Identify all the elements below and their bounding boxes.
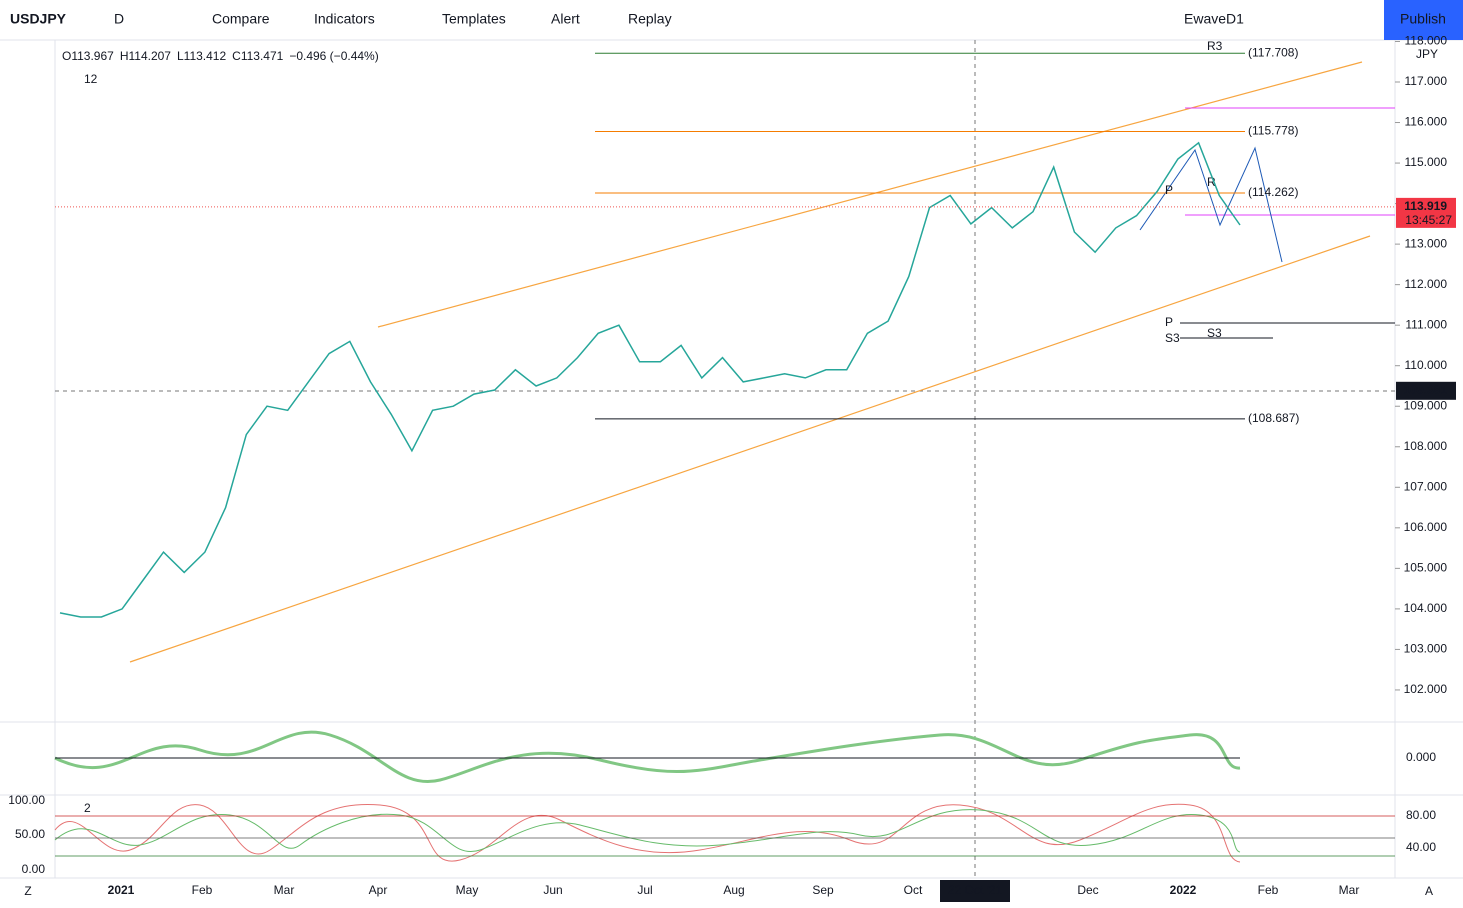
y-tick-label: 111.000 (1405, 317, 1447, 331)
toolbar-item[interactable]: Templates (442, 11, 506, 27)
toolbar-item[interactable]: Alert (551, 11, 580, 27)
symbol[interactable]: USDJPY (10, 11, 67, 27)
publish[interactable]: Publish (1400, 11, 1446, 27)
ohlc-value: O113.967 (62, 49, 114, 63)
y-tick-label: 102.000 (1404, 682, 1448, 696)
y-tick-label: 109.000 (1404, 398, 1448, 412)
time-label: Apr (369, 883, 388, 897)
level-label: (114.262) (1248, 185, 1298, 199)
interval-badge: 12 (84, 72, 98, 86)
time-label: Dec (1077, 883, 1098, 897)
time-label: Aug (723, 883, 744, 897)
price-line (59, 141, 1241, 618)
pivot-label: P (1165, 183, 1173, 197)
y-tick-label: 106.000 (1404, 520, 1448, 534)
time-label: Oct (904, 883, 923, 897)
time-label: Jul (637, 883, 652, 897)
crosshair-box (1396, 381, 1456, 400)
ohlc-value: L113.412 (177, 49, 226, 63)
y-tick-label: 104.000 (1404, 601, 1448, 615)
last-price: 113.919 (1404, 199, 1447, 213)
channel-upper (377, 61, 1363, 328)
time-label: Feb (192, 883, 213, 897)
toolbar-item[interactable]: Compare (212, 11, 270, 27)
ohlc-value: C113.471 (232, 49, 283, 63)
y-tick-label: 117.000 (1405, 74, 1448, 88)
publish-button[interactable] (1384, 0, 1463, 40)
y-tick-label: 108.000 (1404, 439, 1448, 453)
time-label: Mar (274, 883, 295, 897)
indicator-tick: 80.00 (1406, 808, 1436, 822)
last-price-box (1396, 197, 1456, 228)
time-label: Mar (1339, 883, 1360, 897)
pivot-label: P (1165, 315, 1173, 329)
interval[interactable]: D (114, 11, 124, 27)
y-tick-label: 107.000 (1404, 479, 1448, 493)
level-label: (108.687) (1248, 411, 1299, 425)
y-tick-label: 115.000 (1405, 155, 1448, 169)
ohlc-value: H114.207 (120, 49, 171, 63)
time-label: Feb (1258, 883, 1279, 897)
y-tick-label: 103.000 (1404, 642, 1448, 656)
pane-badge: 2 (84, 801, 91, 815)
channel-lower (129, 235, 1371, 663)
toolbar-item[interactable]: Replay (628, 11, 672, 27)
time-label: May (456, 883, 479, 897)
crosshair-date-box (940, 880, 1010, 902)
oscillator (54, 730, 1241, 784)
crosshair-date: 22 Oct '21 (948, 883, 1003, 897)
level-label: (117.708) (1248, 45, 1298, 59)
toolbar-item[interactable]: Indicators (314, 11, 375, 27)
y-tick-label: 118.000 (1405, 34, 1448, 48)
scale-toggle[interactable]: Z (24, 884, 31, 898)
time-label: Jun (543, 883, 562, 897)
time-label: 2022 (1170, 883, 1197, 897)
countdown: 13:45:27 (1405, 213, 1452, 227)
stochastic (54, 809, 1241, 853)
indicator-tick: 0.000 (1406, 750, 1436, 764)
level-label: (115.778) (1248, 124, 1298, 138)
y-tick-label: 105.000 (1404, 561, 1448, 575)
stochastic (54, 803, 1241, 863)
layout-name[interactable]: EwaveD1 (1184, 11, 1244, 27)
pivot-label: S3 (1207, 326, 1222, 340)
pivot-label: R3 (1207, 39, 1223, 53)
indicator-tick: 0.00 (22, 862, 46, 876)
wave-projection (1139, 146, 1283, 263)
ohlc-value: −0.496 (−0.44%) (289, 49, 378, 63)
pivot-label: S3 (1165, 331, 1180, 345)
y-tick-label: 110.000 (1405, 358, 1448, 372)
indicator-tick: 100.00 (8, 793, 45, 807)
pivot-label: R (1207, 175, 1216, 189)
y-tick-label: 116.000 (1405, 115, 1448, 129)
time-label: 2021 (108, 883, 135, 897)
currency[interactable]: JPY (1416, 47, 1438, 61)
indicator-tick: 40.00 (1406, 840, 1436, 854)
time-label: Sep (812, 883, 834, 897)
crosshair-price: 109.381 (1404, 383, 1448, 397)
scale-toggle[interactable]: A (1425, 884, 1433, 898)
y-tick-label: 112.000 (1405, 277, 1448, 291)
indicator-tick: 50.00 (15, 827, 45, 841)
y-tick-label: 113.000 (1405, 236, 1448, 250)
